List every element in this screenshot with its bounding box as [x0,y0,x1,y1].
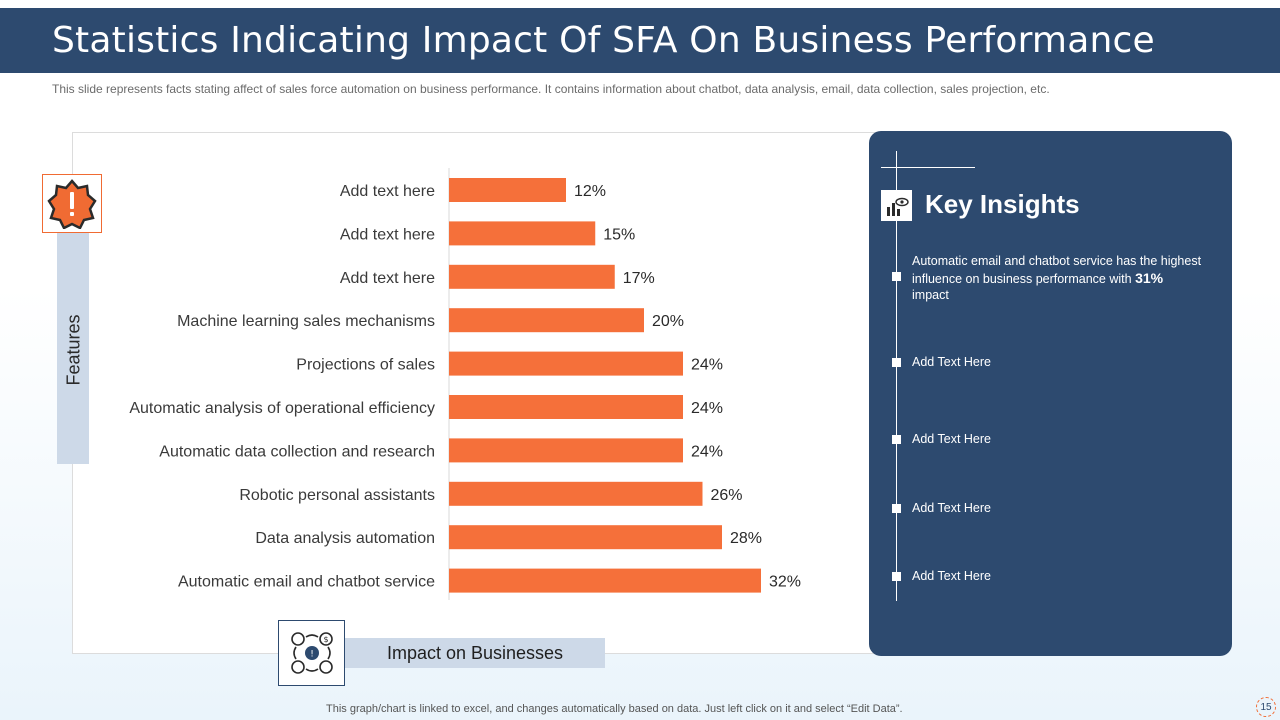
page-number: 15 [1256,697,1276,717]
insights-top-divider [881,167,975,168]
insight-item: Add Text Here [912,432,991,446]
category-label: Robotic personal assistants [239,487,435,504]
category-label: Automatic email and chatbot service [178,574,435,591]
bar [449,264,615,289]
insight-bullet [892,572,901,581]
insight-item: Add Text Here [912,501,991,515]
category-label: Automatic data collection and research [159,443,435,460]
category-label: Add text here [340,183,435,200]
page-subtitle: This slide represents facts stating affe… [52,82,1050,96]
category-label: Add text here [340,226,435,243]
warning-badge-icon [47,178,97,229]
insight-item: Add Text Here [912,569,991,583]
value-label: 32% [769,574,801,591]
category-label: Automatic analysis of operational effici… [129,400,435,417]
value-label: 20% [652,313,684,330]
category-label: Add text here [340,270,435,287]
bar [449,221,596,246]
insights-title: Key Insights [925,189,1080,219]
insight-bullet [892,358,901,367]
impact-icon-box: ! $ [278,620,345,686]
bar [449,568,761,593]
value-label: 28% [730,530,762,547]
page-title: Statistics Indicating Impact Of SFA On B… [52,20,1155,61]
svg-text:$: $ [323,635,328,644]
bar [449,481,703,506]
value-label: 24% [691,400,723,417]
insights-timeline-line [896,151,897,601]
bar [449,395,683,419]
value-label: 12% [574,183,606,200]
alert-badge-box [42,174,102,233]
category-label: Machine learning sales mechanisms [177,313,435,330]
insight-main-highlight: 31% [1135,269,1164,286]
category-label: Data analysis automation [255,530,435,547]
insight-bullet [892,504,901,513]
svg-text:!: ! [310,650,314,660]
analytics-eye-icon [886,197,909,216]
value-label: 24% [691,443,723,460]
insight-item-main: Automatic email and chatbot service has … [912,253,1202,304]
footer-note: This graph/chart is linked to excel, and… [326,703,903,715]
business-cycle-icon: ! $ [290,632,333,674]
title-bar: Statistics Indicating Impact Of SFA On B… [0,8,1280,73]
value-label: 26% [711,487,743,504]
value-label: 24% [691,357,723,374]
insights-icon-box [881,190,912,221]
impact-axis-label: Impact on Businesses [345,638,605,668]
bar [449,308,644,333]
insight-bullet [892,272,901,281]
value-label: 17% [623,270,655,287]
insight-item: Add Text Here [912,355,991,369]
features-axis-bar [57,232,89,464]
bar [449,351,683,376]
bar [449,525,722,550]
insight-main-text: Automatic email and chatbot service has … [912,254,1202,286]
insight-bullet [892,435,901,444]
insight-main-suffix: impact [912,288,949,302]
value-label: 15% [603,226,635,243]
category-label: Projections of sales [296,357,435,374]
bar [449,438,683,463]
key-insights-panel: Key Insights Automatic email and chatbot… [869,131,1232,656]
bar [449,178,566,202]
